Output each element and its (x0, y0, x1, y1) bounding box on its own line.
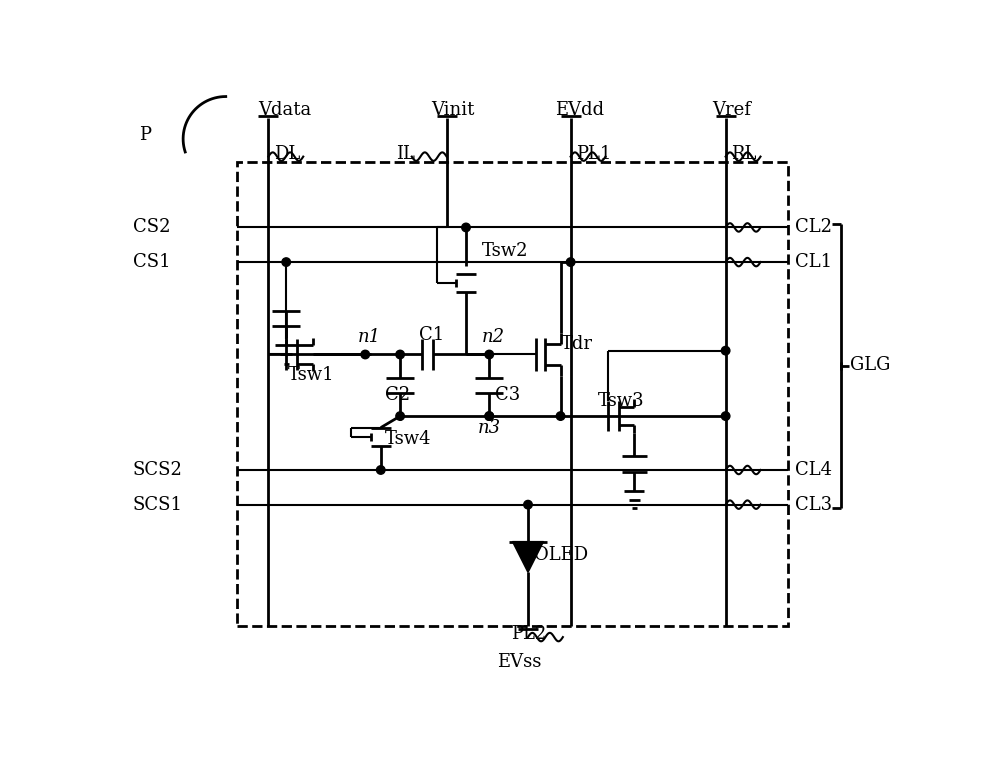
Text: OLED: OLED (534, 545, 588, 564)
Text: CL3: CL3 (795, 496, 832, 514)
Circle shape (396, 412, 404, 421)
Text: EVss: EVss (497, 653, 541, 672)
Circle shape (485, 350, 494, 358)
Text: C1: C1 (420, 326, 445, 344)
Circle shape (721, 412, 730, 421)
Text: Tsw1: Tsw1 (288, 366, 334, 385)
Text: n3: n3 (478, 419, 501, 437)
Text: PL1: PL1 (576, 146, 611, 163)
Text: Tsw4: Tsw4 (385, 430, 431, 448)
Text: Vdata: Vdata (258, 101, 312, 119)
Circle shape (524, 500, 532, 509)
Circle shape (721, 346, 730, 355)
Text: PL2: PL2 (511, 625, 546, 643)
Text: CL1: CL1 (795, 253, 832, 271)
Polygon shape (512, 542, 544, 572)
Text: C2: C2 (385, 386, 410, 404)
Text: n2: n2 (482, 328, 505, 345)
Text: n1: n1 (358, 328, 381, 345)
Text: EVdd: EVdd (555, 101, 604, 119)
Text: IL: IL (396, 146, 415, 163)
Circle shape (462, 223, 470, 231)
Bar (237, 162, 788, 627)
Circle shape (361, 350, 370, 358)
Text: GLG: GLG (850, 355, 890, 374)
Text: Vref: Vref (712, 101, 751, 119)
Text: Vinit: Vinit (431, 101, 475, 119)
Text: RL: RL (731, 146, 756, 163)
Text: CL4: CL4 (795, 461, 832, 479)
Circle shape (485, 412, 494, 421)
Circle shape (282, 258, 290, 267)
Circle shape (485, 412, 494, 421)
Circle shape (566, 258, 575, 267)
Text: Tdr: Tdr (561, 336, 593, 353)
Text: C3: C3 (495, 386, 521, 404)
Text: P: P (139, 126, 151, 144)
Text: Tsw3: Tsw3 (598, 391, 644, 410)
Text: SCS1: SCS1 (133, 496, 183, 514)
Text: CL2: CL2 (795, 218, 832, 237)
Text: CS2: CS2 (133, 218, 170, 237)
Circle shape (556, 412, 565, 421)
Text: CS1: CS1 (133, 253, 170, 271)
Text: DL: DL (274, 146, 300, 163)
Circle shape (376, 466, 385, 474)
Circle shape (396, 350, 404, 358)
Text: SCS2: SCS2 (133, 461, 183, 479)
Text: Tsw2: Tsw2 (482, 241, 528, 260)
